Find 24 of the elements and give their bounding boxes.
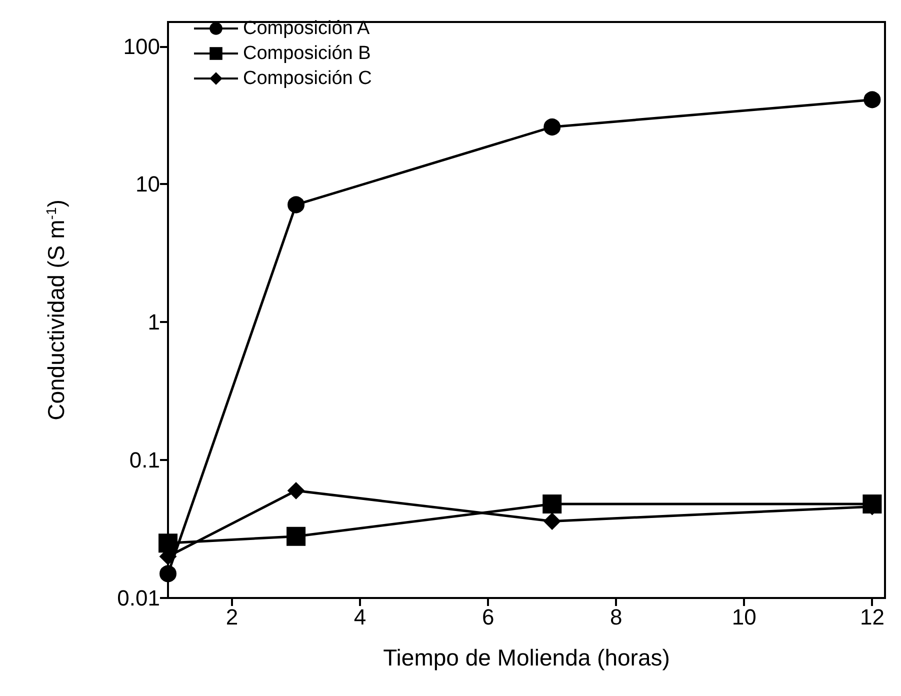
y-tick-label: 1 <box>148 310 160 335</box>
point <box>158 534 178 553</box>
legend-label: Composición C <box>243 68 372 89</box>
y-tick-label: 100 <box>123 34 160 59</box>
point <box>286 526 306 546</box>
point <box>288 482 305 500</box>
x-tick-label: 12 <box>860 604 884 630</box>
y-tick-label: 10 <box>136 172 160 197</box>
legend-label: Composición B <box>243 43 371 64</box>
y-tick-label: 0.01 <box>117 586 160 610</box>
y-axis-title: Conductividad (S m-1) <box>43 200 69 420</box>
x-axis-title: Tiempo de Molienda (horas) <box>383 644 670 670</box>
point <box>160 565 176 582</box>
point <box>544 118 561 136</box>
point <box>544 512 561 530</box>
x-tick-label: 8 <box>610 604 622 630</box>
x-tick-label: 10 <box>732 604 756 630</box>
point <box>864 91 881 108</box>
y-tick-label: 0.1 <box>129 448 160 473</box>
x-tick-label: 4 <box>354 604 366 630</box>
x-tick-label: 2 <box>226 604 238 630</box>
x-tick-label: 6 <box>482 604 494 630</box>
point <box>288 196 305 214</box>
point <box>542 494 562 514</box>
